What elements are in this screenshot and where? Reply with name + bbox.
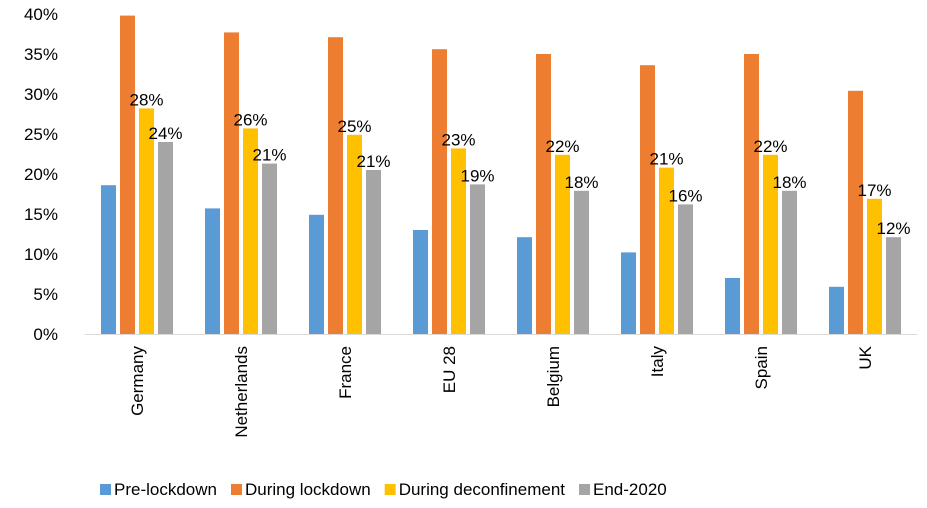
data-label: 19% [460, 166, 494, 185]
bar-end-2020 [158, 142, 173, 334]
x-tick-label: Spain [752, 346, 771, 389]
data-label: 24% [148, 124, 182, 143]
bar-during-deconfinement [659, 167, 674, 334]
x-tick-label: UK [856, 345, 875, 369]
y-tick-label: 5% [33, 285, 58, 304]
bar-end-2020 [366, 170, 381, 334]
y-tick-label: 20% [24, 165, 58, 184]
x-tick-label: Germany [128, 346, 147, 416]
bar-during-deconfinement [243, 128, 258, 334]
bar-during-lockdown [744, 54, 759, 334]
bar-during-deconfinement [763, 154, 778, 334]
bar-during-deconfinement [555, 154, 570, 334]
y-tick-label: 35% [24, 45, 58, 64]
y-tick-label: 40% [24, 5, 58, 24]
data-label: 22% [545, 137, 579, 156]
bar-during-lockdown [432, 49, 447, 334]
bar-during-deconfinement [451, 148, 466, 334]
x-axis: Germany Netherlands France EU 28 Belgium Ital… [85, 334, 917, 438]
data-label: 23% [441, 130, 475, 149]
legend-swatch [384, 484, 396, 495]
bar-during-lockdown [640, 65, 655, 334]
x-tick-label: EU 28 [440, 346, 459, 393]
bar-during-deconfinement [347, 134, 362, 334]
x-tick-label: France [336, 346, 355, 399]
data-label: 22% [753, 137, 787, 156]
data-label: 16% [668, 186, 702, 205]
legend-label: During deconfinement [399, 480, 566, 499]
y-tick-label: 0% [33, 325, 58, 344]
legend-label: During lockdown [245, 480, 371, 499]
bar-end-2020 [678, 204, 693, 334]
bar-pre-lockdown [101, 185, 116, 334]
data-label: 21% [649, 150, 683, 169]
data-label: 18% [564, 173, 598, 192]
bar-pre-lockdown [517, 237, 532, 334]
y-tick-label: 30% [24, 85, 58, 104]
legend-label: Pre-lockdown [114, 480, 217, 499]
bar-pre-lockdown [205, 208, 220, 334]
legend: Pre-lockdown During lockdown During deconf… [100, 480, 667, 499]
bar-during-deconfinement [867, 198, 882, 334]
bar-during-lockdown [328, 37, 343, 334]
data-label: 26% [233, 110, 267, 129]
data-label: 18% [772, 173, 806, 192]
y-tick-label: 25% [24, 125, 58, 144]
legend-swatch [100, 484, 111, 495]
legend-swatch [579, 484, 591, 495]
bar-end-2020 [470, 184, 485, 334]
data-label: 25% [337, 117, 371, 136]
bar-end-2020 [574, 190, 589, 334]
x-tick-label: Netherlands [232, 346, 251, 438]
bar-pre-lockdown [413, 230, 428, 334]
data-label: 17% [857, 181, 891, 200]
data-label: 28% [129, 90, 163, 109]
legend-label: End-2020 [593, 480, 667, 499]
bar-during-lockdown [848, 90, 863, 334]
data-label: 12% [876, 219, 910, 238]
x-tick-label: Italy [648, 346, 667, 378]
y-axis: 0% 5% 10% 15% 20% 25% 30% 35% 40% [24, 5, 58, 344]
data-label: 21% [252, 146, 286, 165]
bar-pre-lockdown [309, 214, 324, 334]
bar-during-lockdown [224, 32, 239, 335]
bar-during-deconfinement [139, 108, 154, 335]
y-tick-label: 10% [24, 245, 58, 264]
data-label: 21% [356, 152, 390, 171]
bar-pre-lockdown [621, 252, 636, 334]
y-tick-label: 15% [24, 205, 58, 224]
bar-end-2020 [782, 190, 797, 334]
x-tick-label: Belgium [544, 346, 563, 407]
bar-during-lockdown [120, 15, 135, 334]
bar-end-2020 [886, 237, 901, 334]
data-labels: 28% 24% 26% 21% 25% 21% 23% 19% 22% 18% 21% 16% 22% 1… [129, 90, 910, 238]
bar-end-2020 [262, 163, 277, 334]
bars [101, 15, 901, 335]
bar-pre-lockdown [829, 286, 844, 334]
legend-swatch [231, 484, 242, 495]
bar-pre-lockdown [725, 278, 740, 334]
bar-during-lockdown [536, 54, 551, 334]
